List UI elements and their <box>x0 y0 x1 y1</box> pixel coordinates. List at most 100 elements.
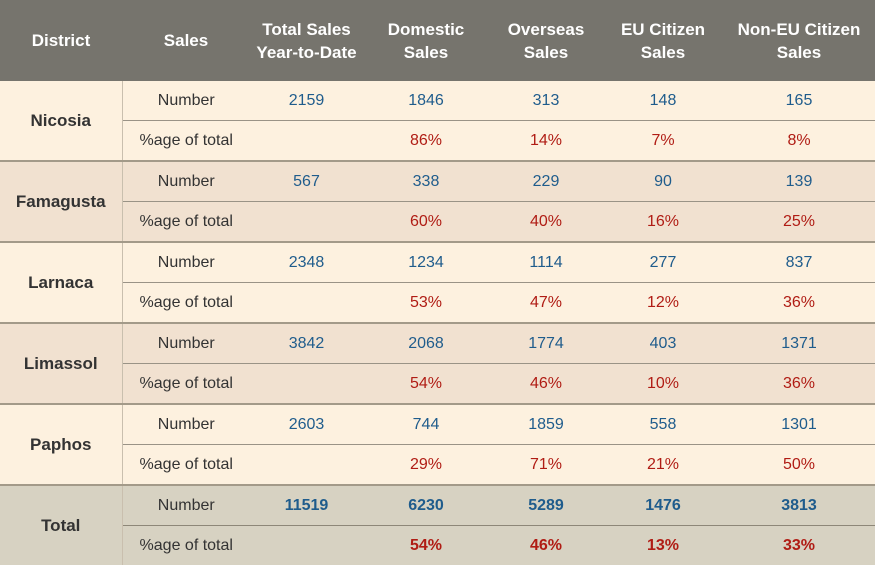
table-row: %age of total 53% 47% 12% 36% <box>0 283 875 324</box>
table-row: %age of total 60% 40% 16% 25% <box>0 202 875 243</box>
cell-non-eu-pct: 8% <box>723 121 875 162</box>
table-row: Nicosia Number 2159 1846 313 148 165 <box>0 81 875 121</box>
cell-eu-pct: 7% <box>603 121 723 162</box>
row-label-number: Number <box>122 404 250 445</box>
cell-non-eu-pct: 25% <box>723 202 875 243</box>
cell-eu-pct: 10% <box>603 364 723 405</box>
cell-overseas-pct: 71% <box>489 445 603 486</box>
cell-empty <box>250 526 363 565</box>
cell-empty <box>250 445 363 486</box>
row-label-number: Number <box>122 242 250 283</box>
header-overseas-line: Overseas <box>491 18 601 41</box>
cell-total-ytd: 3842 <box>250 323 363 364</box>
cell-eu: 558 <box>603 404 723 445</box>
cell-eu-pct: 16% <box>603 202 723 243</box>
header-total-ytd: Total Sales Year-to-Date <box>250 0 363 81</box>
cell-domestic: 6230 <box>363 485 489 526</box>
row-label-pct: %age of total <box>122 445 250 486</box>
cell-non-eu: 165 <box>723 81 875 121</box>
district-group-limassol: Limassol Number 3842 2068 1774 403 1371 … <box>0 323 875 404</box>
header-total-ytd-line: Year-to-Date <box>252 41 361 64</box>
cell-overseas-pct: 46% <box>489 364 603 405</box>
cell-overseas: 1859 <box>489 404 603 445</box>
cell-overseas-pct: 40% <box>489 202 603 243</box>
header-non-eu-line: Non-EU Citizen <box>725 18 873 41</box>
district-name: Larnaca <box>0 242 122 323</box>
cell-eu: 148 <box>603 81 723 121</box>
table-row: Total Number 11519 6230 5289 1476 3813 <box>0 485 875 526</box>
cell-domestic: 1846 <box>363 81 489 121</box>
cell-total-ytd: 567 <box>250 161 363 202</box>
cell-eu: 277 <box>603 242 723 283</box>
header-row: District Sales Total Sales Year-to-Date … <box>0 0 875 81</box>
cell-eu-pct: 13% <box>603 526 723 565</box>
cell-overseas-pct: 47% <box>489 283 603 324</box>
cell-non-eu: 1301 <box>723 404 875 445</box>
district-name: Nicosia <box>0 81 122 161</box>
cell-domestic: 1234 <box>363 242 489 283</box>
cell-overseas-pct: 14% <box>489 121 603 162</box>
cell-total-ytd: 2348 <box>250 242 363 283</box>
cell-non-eu: 1371 <box>723 323 875 364</box>
table-row: %age of total 29% 71% 21% 50% <box>0 445 875 486</box>
cell-domestic-pct: 54% <box>363 364 489 405</box>
district-group-larnaca: Larnaca Number 2348 1234 1114 277 837 %a… <box>0 242 875 323</box>
header-overseas: Overseas Sales <box>489 0 603 81</box>
row-label-number: Number <box>122 161 250 202</box>
table-row: Larnaca Number 2348 1234 1114 277 837 <box>0 242 875 283</box>
row-label-pct: %age of total <box>122 121 250 162</box>
table-header: District Sales Total Sales Year-to-Date … <box>0 0 875 81</box>
cell-eu: 1476 <box>603 485 723 526</box>
cell-eu-pct: 12% <box>603 283 723 324</box>
header-domestic-line: Domestic <box>365 18 487 41</box>
header-overseas-line: Sales <box>491 41 601 64</box>
cell-non-eu-pct: 50% <box>723 445 875 486</box>
cell-eu: 90 <box>603 161 723 202</box>
district-group-paphos: Paphos Number 2603 744 1859 558 1301 %ag… <box>0 404 875 485</box>
row-label-pct: %age of total <box>122 202 250 243</box>
cell-domestic-pct: 29% <box>363 445 489 486</box>
row-label-number: Number <box>122 323 250 364</box>
cell-domestic: 2068 <box>363 323 489 364</box>
table-row: %age of total 86% 14% 7% 8% <box>0 121 875 162</box>
cell-non-eu: 3813 <box>723 485 875 526</box>
total-group: Total Number 11519 6230 5289 1476 3813 %… <box>0 485 875 565</box>
cell-non-eu-pct: 36% <box>723 364 875 405</box>
header-district: District <box>0 0 122 81</box>
header-sales: Sales <box>122 0 250 81</box>
cell-empty <box>250 202 363 243</box>
cell-overseas: 313 <box>489 81 603 121</box>
cell-domestic-pct: 60% <box>363 202 489 243</box>
header-non-eu-line: Sales <box>725 41 873 64</box>
cell-domestic-pct: 53% <box>363 283 489 324</box>
row-label-number: Number <box>122 81 250 121</box>
district-name: Limassol <box>0 323 122 404</box>
row-label-pct: %age of total <box>122 526 250 565</box>
table-row: Paphos Number 2603 744 1859 558 1301 <box>0 404 875 445</box>
header-domestic: Domestic Sales <box>363 0 489 81</box>
header-domestic-line: Sales <box>365 41 487 64</box>
header-eu: EU Citizen Sales <box>603 0 723 81</box>
cell-domestic: 744 <box>363 404 489 445</box>
table-row: %age of total 54% 46% 13% 33% <box>0 526 875 565</box>
cell-domestic-pct: 86% <box>363 121 489 162</box>
row-label-pct: %age of total <box>122 364 250 405</box>
district-group-nicosia: Nicosia Number 2159 1846 313 148 165 %ag… <box>0 81 875 161</box>
header-non-eu: Non-EU Citizen Sales <box>723 0 875 81</box>
cell-total-ytd: 2603 <box>250 404 363 445</box>
total-label: Total <box>0 485 122 565</box>
cell-total-ytd: 2159 <box>250 81 363 121</box>
header-eu-line: Sales <box>605 41 721 64</box>
cell-total-ytd: 11519 <box>250 485 363 526</box>
cell-non-eu-pct: 36% <box>723 283 875 324</box>
cell-overseas-pct: 46% <box>489 526 603 565</box>
table-row: Limassol Number 3842 2068 1774 403 1371 <box>0 323 875 364</box>
cell-overseas: 1774 <box>489 323 603 364</box>
cell-empty <box>250 283 363 324</box>
district-name: Paphos <box>0 404 122 485</box>
cell-overseas: 229 <box>489 161 603 202</box>
cell-eu: 403 <box>603 323 723 364</box>
cell-domestic-pct: 54% <box>363 526 489 565</box>
cell-non-eu: 837 <box>723 242 875 283</box>
